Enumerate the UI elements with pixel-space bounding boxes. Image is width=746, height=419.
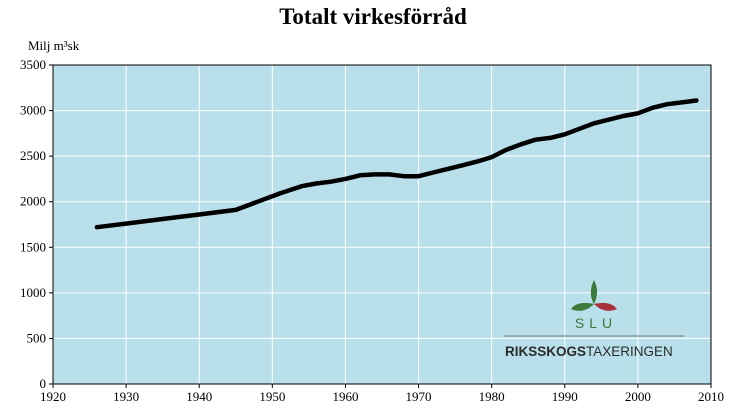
x-tick-label: 2000 — [625, 389, 651, 404]
y-tick-label: 0 — [40, 376, 47, 391]
logo-name: RIKSSKOGSTAXERINGEN — [505, 344, 673, 359]
y-tick-label: 3000 — [20, 103, 46, 118]
x-tick-label: 1960 — [332, 389, 358, 404]
y-tick-label: 2000 — [20, 194, 46, 209]
y-tick-label: 2500 — [20, 148, 46, 163]
y-tick-label: 1500 — [20, 239, 46, 254]
x-tick-label: 1970 — [406, 389, 432, 404]
plot-area — [53, 65, 711, 384]
y-axis-label: Milj m³sk — [28, 38, 80, 53]
leaf-right-icon — [594, 302, 617, 311]
logo-name-bold: RIKSSKOGS — [505, 344, 586, 359]
logo-name-regular: TAXERINGEN — [586, 344, 673, 359]
chart-title: Totalt virkesförråd — [279, 4, 467, 29]
y-tick-label: 1000 — [20, 285, 46, 300]
series-line — [94, 98, 699, 230]
leaf-left-icon — [571, 302, 594, 311]
x-tick-label: 1940 — [186, 389, 212, 404]
logo-acronym: SLU — [575, 315, 617, 331]
y-tick-label: 3500 — [20, 57, 46, 72]
x-tick-label: 1920 — [40, 389, 66, 404]
x-tick-label: 1990 — [552, 389, 578, 404]
slu-logo: SLU RIKSSKOGSTAXERINGEN — [504, 280, 684, 359]
x-tick-label: 1930 — [113, 389, 139, 404]
x-tick-label: 2010 — [698, 389, 724, 404]
x-tick-label: 1950 — [259, 389, 285, 404]
leaf-top-icon — [590, 280, 598, 304]
plot-frame — [52, 64, 712, 385]
x-tick-label: 1980 — [479, 389, 505, 404]
y-tick-label: 500 — [27, 330, 47, 345]
